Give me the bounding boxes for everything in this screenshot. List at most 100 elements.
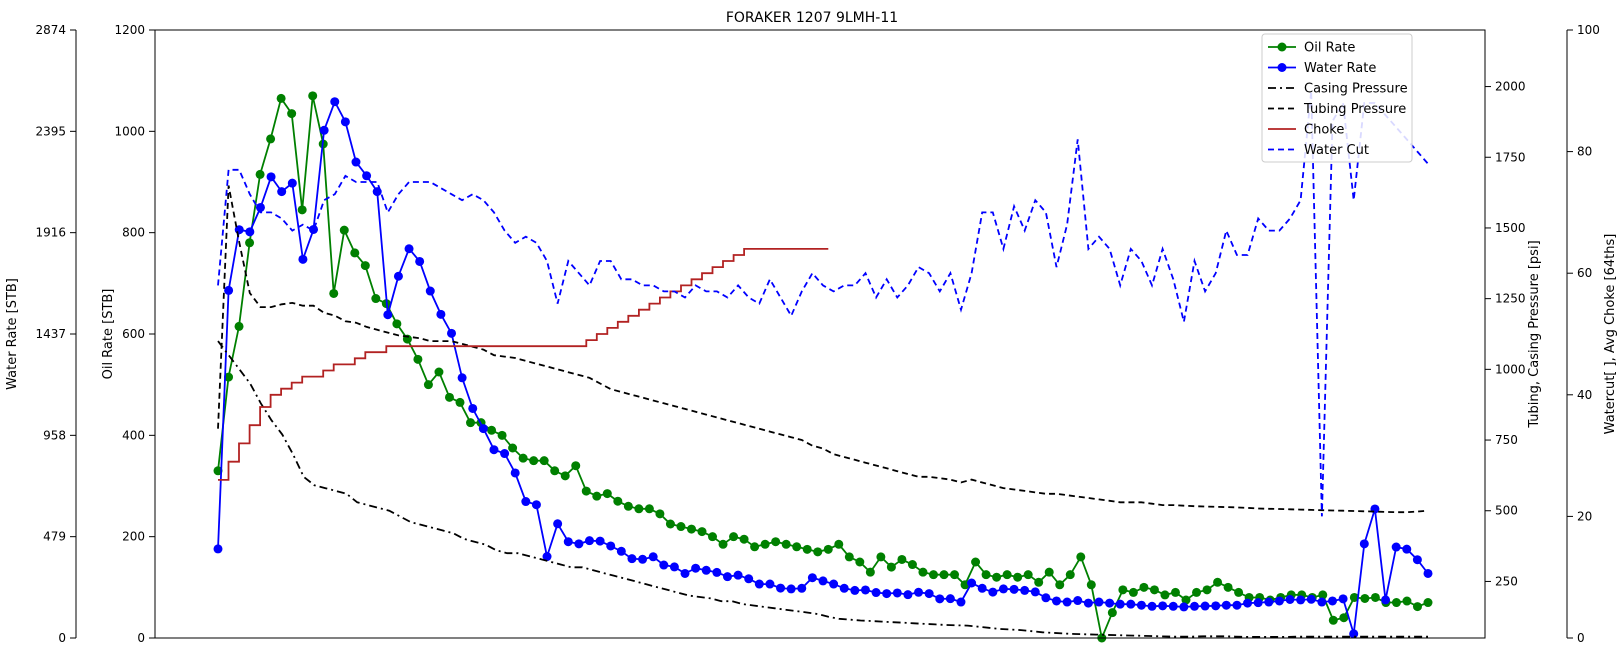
- data-point: [1381, 595, 1391, 605]
- data-point: [329, 288, 339, 298]
- data-point: [1147, 601, 1157, 611]
- data-point: [224, 285, 234, 295]
- data-point: [1423, 568, 1433, 578]
- data-point: [765, 579, 775, 589]
- series-oil-rate: [213, 91, 1433, 643]
- data-point: [1211, 601, 1221, 611]
- data-point: [277, 187, 287, 197]
- tick-label-pressure: 750: [1495, 433, 1518, 447]
- data-point: [1402, 596, 1412, 606]
- data-point: [876, 552, 886, 562]
- axis-pressure: 250 500 750 1000 1250 1500 1750 2000 Tubing, Cas…: [1485, 80, 1542, 588]
- data-point: [1030, 587, 1040, 597]
- data-point: [977, 583, 987, 593]
- tick-label-oil: 1000: [114, 124, 145, 138]
- data-point: [1328, 615, 1338, 625]
- data-point: [1253, 598, 1263, 608]
- data-point: [287, 178, 297, 188]
- legend-label: Oil Rate: [1304, 41, 1355, 56]
- data-point: [550, 466, 560, 476]
- data-point: [592, 491, 602, 501]
- data-point: [634, 504, 644, 514]
- data-point: [298, 254, 308, 264]
- data-point: [1192, 587, 1202, 597]
- data-point: [487, 425, 497, 435]
- series-line-5: [217, 90, 1429, 517]
- data-point: [478, 424, 488, 434]
- data-point: [638, 554, 648, 564]
- data-point: [457, 373, 467, 383]
- data-point: [1202, 585, 1212, 595]
- data-point: [1338, 594, 1348, 604]
- data-point: [918, 567, 928, 577]
- data-point: [1349, 592, 1359, 602]
- data-point: [1083, 598, 1093, 608]
- tick-label-water: 1437: [35, 327, 66, 341]
- tick-label-water: 0: [58, 631, 66, 645]
- data-point: [339, 225, 349, 235]
- series-water-rate: [213, 97, 1433, 639]
- data-point: [945, 594, 955, 604]
- data-point: [531, 500, 541, 510]
- data-point: [500, 449, 510, 459]
- data-point: [988, 587, 998, 597]
- data-point: [807, 573, 817, 583]
- data-point: [1200, 601, 1210, 611]
- tick-label-water: 1916: [35, 226, 66, 240]
- data-point: [1181, 595, 1191, 605]
- data-point: [1126, 599, 1136, 609]
- plot-area: [213, 90, 1433, 643]
- legend-marker: [1277, 42, 1287, 52]
- data-point: [560, 471, 570, 481]
- data-point: [744, 574, 754, 584]
- data-point: [648, 552, 658, 562]
- data-point: [1234, 587, 1244, 597]
- data-point: [998, 584, 1008, 594]
- tick-label-pressure: 2000: [1495, 80, 1526, 94]
- data-point: [860, 585, 870, 595]
- data-point: [818, 576, 828, 586]
- data-point: [1285, 594, 1295, 604]
- data-point: [1118, 585, 1128, 595]
- series-water-cut: [217, 90, 1429, 517]
- data-point: [371, 294, 381, 304]
- data-point: [1232, 600, 1242, 610]
- data-point: [1002, 570, 1012, 580]
- data-point: [844, 552, 854, 562]
- series-line-4: [218, 247, 829, 481]
- data-point: [1213, 577, 1223, 587]
- data-point: [1149, 585, 1159, 595]
- data-point: [563, 537, 573, 547]
- data-point: [792, 542, 802, 552]
- data-point: [447, 328, 457, 338]
- legend-label: Casing Pressure: [1304, 82, 1408, 97]
- data-point: [1065, 570, 1075, 580]
- data-point: [1013, 572, 1023, 582]
- series-casing-pressure: [217, 340, 1428, 638]
- tick-label-watercut: 80: [1577, 145, 1592, 159]
- data-point: [1264, 597, 1274, 607]
- tick-label-oil: 200: [122, 530, 145, 544]
- series-line-1: [217, 99, 1429, 635]
- data-point: [1349, 629, 1359, 639]
- data-point: [1023, 570, 1033, 580]
- data-point: [1073, 596, 1083, 606]
- data-point: [606, 541, 616, 551]
- data-point: [1062, 597, 1072, 607]
- tick-label-pressure: 500: [1495, 504, 1518, 518]
- data-point: [691, 563, 701, 573]
- data-point: [309, 224, 319, 234]
- data-point: [1055, 580, 1065, 590]
- data-point: [602, 489, 612, 499]
- legend-label: Water Rate: [1304, 61, 1376, 76]
- tick-label-watercut: 0: [1577, 631, 1585, 645]
- data-point: [360, 261, 370, 271]
- data-point: [935, 594, 945, 604]
- axis-label-watercut: Watercut[ ], Avg Choke [64ths]: [1603, 234, 1618, 435]
- tick-label-oil: 400: [122, 428, 145, 442]
- data-point: [882, 589, 892, 599]
- data-point: [750, 542, 760, 552]
- axis-label-oil: Oil Rate [STB]: [101, 289, 116, 380]
